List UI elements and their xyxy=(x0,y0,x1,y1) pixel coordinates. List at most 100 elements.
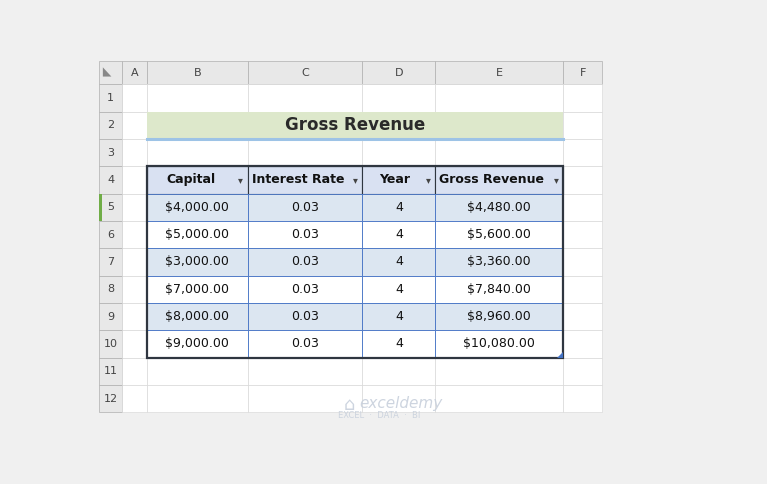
Bar xyxy=(248,275,363,303)
Bar xyxy=(363,139,436,166)
Bar xyxy=(99,385,122,412)
Bar xyxy=(248,248,363,275)
Bar xyxy=(248,248,363,275)
Text: 0.03: 0.03 xyxy=(291,283,319,296)
Bar xyxy=(99,112,122,139)
Text: 5: 5 xyxy=(107,202,114,212)
Text: Year: Year xyxy=(379,173,410,186)
Bar xyxy=(363,194,436,221)
Bar xyxy=(363,84,436,112)
Bar xyxy=(248,194,363,221)
Text: 0.03: 0.03 xyxy=(291,310,319,323)
Bar xyxy=(99,166,122,194)
Bar xyxy=(363,275,436,303)
Bar xyxy=(122,248,147,275)
Bar xyxy=(363,385,436,412)
Bar xyxy=(248,330,363,358)
Text: 10: 10 xyxy=(104,339,117,349)
Bar xyxy=(363,275,436,303)
Bar xyxy=(563,221,602,248)
Bar xyxy=(99,248,122,275)
Bar xyxy=(147,275,248,303)
Bar xyxy=(248,330,363,358)
Bar xyxy=(147,194,248,221)
Bar xyxy=(436,139,563,166)
Bar xyxy=(248,303,363,330)
Bar xyxy=(248,166,363,194)
Bar xyxy=(563,112,602,139)
Text: 4: 4 xyxy=(395,228,403,241)
Text: 0.03: 0.03 xyxy=(291,201,319,214)
Bar xyxy=(363,166,436,194)
Text: ⌂: ⌂ xyxy=(344,395,355,414)
Text: 9: 9 xyxy=(107,312,114,321)
Bar xyxy=(248,303,363,330)
Bar xyxy=(99,221,122,248)
Bar xyxy=(147,303,248,330)
Bar xyxy=(248,112,363,139)
Bar xyxy=(436,303,563,330)
Bar xyxy=(563,84,602,112)
Text: Interest Rate: Interest Rate xyxy=(252,173,344,186)
Text: $10,080.00: $10,080.00 xyxy=(463,337,535,350)
Bar xyxy=(563,303,602,330)
Bar xyxy=(147,275,248,303)
Text: Gross Revenue: Gross Revenue xyxy=(439,173,544,186)
Bar xyxy=(563,330,602,358)
Bar xyxy=(436,248,563,275)
Text: $9,000.00: $9,000.00 xyxy=(166,337,229,350)
Text: ▾: ▾ xyxy=(426,175,431,185)
Bar xyxy=(436,166,563,194)
Bar xyxy=(147,166,248,194)
Text: $3,000.00: $3,000.00 xyxy=(166,256,229,269)
Bar xyxy=(147,61,248,84)
Text: $8,960.00: $8,960.00 xyxy=(467,310,531,323)
Bar xyxy=(99,84,122,112)
Bar xyxy=(122,275,147,303)
Bar xyxy=(563,139,602,166)
Bar xyxy=(436,358,563,385)
Bar xyxy=(147,330,248,358)
Bar xyxy=(436,330,563,358)
Bar xyxy=(248,194,363,221)
Text: $7,000.00: $7,000.00 xyxy=(166,283,229,296)
Bar xyxy=(436,385,563,412)
Text: 0.03: 0.03 xyxy=(291,256,319,269)
Text: B: B xyxy=(193,68,201,78)
Text: C: C xyxy=(301,68,309,78)
Bar xyxy=(99,330,122,358)
Bar xyxy=(147,221,248,248)
Bar xyxy=(122,84,147,112)
Bar xyxy=(363,166,436,194)
Bar xyxy=(563,166,602,194)
Bar xyxy=(436,248,563,275)
Text: 4: 4 xyxy=(107,175,114,185)
Text: D: D xyxy=(395,68,403,78)
Text: 3: 3 xyxy=(107,148,114,158)
Bar xyxy=(147,385,248,412)
Bar xyxy=(147,194,248,221)
Text: 0.03: 0.03 xyxy=(291,337,319,350)
Bar xyxy=(248,275,363,303)
Bar xyxy=(122,194,147,221)
Bar xyxy=(363,194,436,221)
Bar xyxy=(248,221,363,248)
Text: 1: 1 xyxy=(107,93,114,103)
Bar xyxy=(436,303,563,330)
Bar xyxy=(436,61,563,84)
Bar xyxy=(248,139,363,166)
Bar xyxy=(99,61,122,84)
Bar xyxy=(248,385,363,412)
Bar xyxy=(563,275,602,303)
Text: $3,360.00: $3,360.00 xyxy=(467,256,531,269)
Bar xyxy=(122,166,147,194)
Text: 0.03: 0.03 xyxy=(291,228,319,241)
Bar xyxy=(563,61,602,84)
Bar xyxy=(436,275,563,303)
Bar xyxy=(99,275,122,303)
Bar xyxy=(436,194,563,221)
Bar xyxy=(363,248,436,275)
Text: F: F xyxy=(579,68,586,78)
Text: 4: 4 xyxy=(395,337,403,350)
Text: 4: 4 xyxy=(395,310,403,323)
